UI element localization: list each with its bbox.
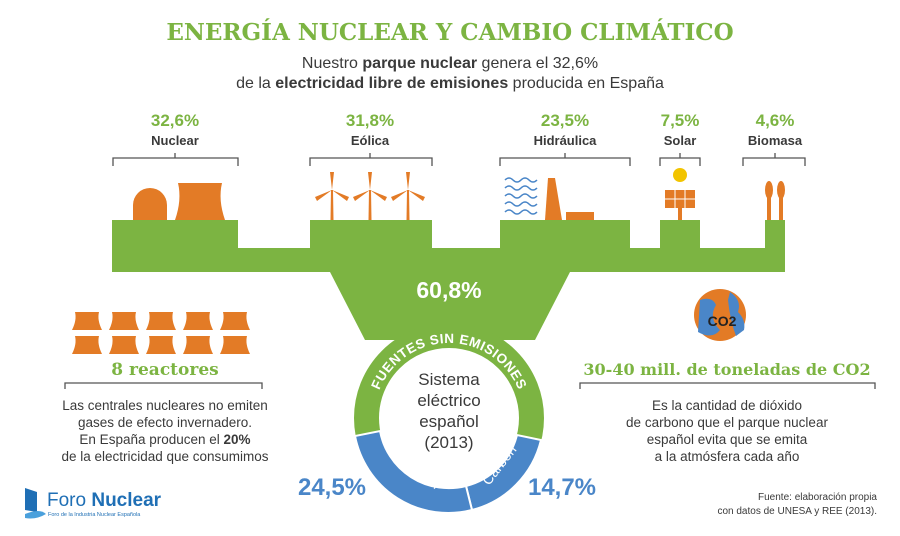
bracket bbox=[309, 153, 433, 166]
center-text: eléctrico bbox=[417, 391, 480, 410]
source-value: 23,5% bbox=[541, 111, 589, 130]
co2-text: a la atmósfera cada año bbox=[655, 449, 800, 464]
blades bbox=[391, 172, 425, 201]
logo: Foro Nuclear Foro de la Industria Nuclea… bbox=[25, 488, 162, 519]
gas-value: 24,5% bbox=[298, 474, 366, 501]
reactor bbox=[72, 336, 102, 354]
source-label: Biomasa bbox=[748, 133, 803, 148]
logo-part: Foro bbox=[47, 490, 91, 511]
subtitle-part: parque nuclear bbox=[362, 55, 477, 72]
reactor bbox=[183, 336, 213, 354]
reactors-text: Las centrales nucleares no emiten bbox=[62, 398, 268, 413]
wave bbox=[504, 185, 538, 191]
co2-text: español evita que se emita bbox=[647, 432, 808, 447]
footer: Fuente: elaboración propia bbox=[758, 492, 877, 503]
reactor-icons bbox=[72, 312, 250, 354]
wind-icons bbox=[315, 172, 425, 220]
title: ENERGÍA NUCLEAR Y CAMBIO CLIMÁTICO bbox=[166, 19, 733, 46]
hydro-icon bbox=[504, 177, 594, 220]
reactor bbox=[109, 312, 139, 330]
wave bbox=[504, 177, 538, 183]
globe-icon: CO2 bbox=[694, 289, 746, 341]
reactor bbox=[183, 312, 213, 330]
blades bbox=[353, 172, 387, 201]
subtitle-part: de la bbox=[236, 75, 275, 92]
bracket bbox=[112, 153, 239, 166]
biomass-icon bbox=[765, 181, 785, 220]
reactor bbox=[146, 336, 176, 354]
co2-text: de carbono que el parque nuclear bbox=[626, 415, 828, 430]
logo-tagline: Foro de la Industria Nuclear Española bbox=[48, 512, 141, 518]
subtitle-part: Nuestro bbox=[302, 55, 362, 72]
wave bbox=[504, 201, 538, 207]
turbine bbox=[406, 190, 410, 220]
reactor bbox=[109, 336, 139, 354]
blades bbox=[315, 172, 349, 201]
co2-title: 30-40 mill. de toneladas de CO2 bbox=[583, 360, 870, 379]
wave bbox=[504, 193, 538, 199]
reactor bbox=[146, 312, 176, 330]
coal-value: 14,7% bbox=[528, 474, 596, 501]
subtitle: Nuestro parque nuclear genera el 32,6% bbox=[302, 55, 598, 72]
total: 60,8% bbox=[416, 277, 481, 303]
turbine bbox=[330, 190, 334, 220]
co2-text: Es la cantidad de dióxido bbox=[652, 398, 802, 413]
source-label: Eólica bbox=[351, 133, 390, 148]
globe-label: CO2 bbox=[708, 313, 737, 329]
logo-name: Foro Nuclear bbox=[47, 490, 162, 511]
bracket bbox=[742, 153, 806, 166]
wave bbox=[504, 209, 538, 215]
source-value: 4,6% bbox=[756, 111, 795, 130]
nuclear-icon bbox=[133, 183, 225, 220]
reactors-text: gases de efecto invernadero. bbox=[78, 415, 252, 430]
logo-part: Nuclear bbox=[91, 490, 161, 511]
reactors-text-part: En España producen el bbox=[79, 432, 223, 447]
reactors-text-part: 20% bbox=[224, 432, 251, 447]
reactors-text-part: de la electricidad que consumimos bbox=[61, 449, 268, 464]
subtitle-part: genera el 32,6% bbox=[477, 55, 598, 72]
reactor bbox=[72, 312, 102, 330]
source-label: Solar bbox=[664, 133, 697, 148]
footer: con datos de UNESA y REE (2013). bbox=[717, 506, 877, 517]
solar-icon bbox=[665, 168, 695, 220]
reactor bbox=[220, 336, 250, 354]
turbine bbox=[368, 190, 372, 220]
source-value: 31,8% bbox=[346, 111, 394, 130]
platform bbox=[112, 220, 785, 340]
reactors-text: de la electricidad que consumimos bbox=[61, 449, 268, 464]
subtitle-part: producida en España bbox=[508, 75, 664, 92]
center-text: español bbox=[419, 412, 479, 431]
reactors-title: 8 reactores bbox=[111, 360, 218, 380]
source-value: 7,5% bbox=[661, 111, 700, 130]
source-label: Hidráulica bbox=[534, 133, 598, 148]
reactor bbox=[220, 312, 250, 330]
source-value: 32,6% bbox=[151, 111, 199, 130]
source-label: Nuclear bbox=[151, 133, 199, 148]
reactors-text: En España producen el 20% bbox=[79, 432, 250, 447]
center-text: Sistema bbox=[418, 370, 480, 389]
bracket bbox=[659, 153, 701, 166]
gas-arc bbox=[353, 429, 474, 515]
reactors-text-part: Las centrales nucleares no emiten bbox=[62, 398, 268, 413]
reactors-text-part: gases de efecto invernadero. bbox=[78, 415, 252, 430]
subtitle: de la electricidad libre de emisiones pr… bbox=[236, 75, 664, 92]
bracket bbox=[499, 153, 631, 166]
subtitle-part: electricidad libre de emisiones bbox=[275, 75, 508, 92]
center-text: (2013) bbox=[424, 433, 473, 452]
